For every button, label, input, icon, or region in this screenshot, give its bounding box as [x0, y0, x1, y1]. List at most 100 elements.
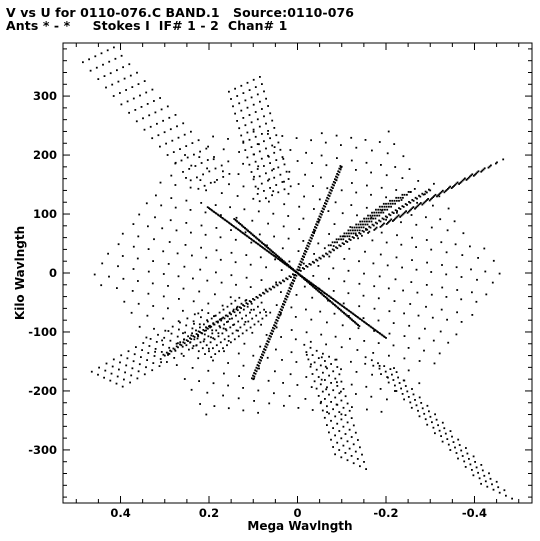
- uv-point: [248, 231, 251, 233]
- uv-point: [103, 376, 105, 379]
- uv-point: [254, 369, 257, 372]
- uv-point: [386, 398, 388, 401]
- uv-point: [135, 346, 137, 348]
- uv-point: [112, 95, 115, 97]
- uv-point: [386, 152, 389, 155]
- uv-point: [366, 323, 368, 325]
- uv-point: [212, 359, 214, 362]
- uv-point: [251, 377, 253, 380]
- uv-point: [410, 214, 413, 216]
- uv-point: [131, 367, 134, 370]
- uv-point: [309, 240, 312, 243]
- uv-point: [102, 63, 104, 66]
- uv-point: [389, 368, 392, 370]
- uv-point: [397, 196, 400, 199]
- uv-point: [320, 213, 323, 216]
- uv-point: [334, 181, 336, 184]
- uv-point: [317, 395, 320, 397]
- uv-point: [253, 323, 256, 326]
- uv-point: [112, 358, 115, 361]
- uv-point: [340, 189, 343, 192]
- uv-point: [171, 325, 174, 328]
- uv-point: [349, 229, 352, 232]
- uv-point: [385, 196, 387, 199]
- uv-point: [276, 254, 279, 257]
- uv-point: [287, 293, 290, 296]
- uv-point: [317, 357, 320, 359]
- uv-point: [313, 253, 315, 255]
- uv-point: [248, 89, 251, 91]
- uv-point: [310, 234, 313, 236]
- uv-point: [456, 181, 459, 184]
- uv-point: [116, 375, 119, 378]
- uv-point: [299, 270, 302, 272]
- uv-point: [307, 281, 310, 284]
- uv-point: [323, 295, 325, 297]
- uv-point: [305, 351, 308, 353]
- uv-point: [145, 202, 148, 205]
- uv-point: [257, 243, 260, 246]
- uv-point: [353, 226, 356, 229]
- uv-point: [168, 346, 171, 349]
- uv-point: [332, 408, 334, 411]
- uv-point: [319, 364, 322, 367]
- uv-point: [325, 199, 327, 202]
- uv-point: [477, 257, 479, 259]
- uv-point: [147, 248, 150, 250]
- uv-point: [199, 331, 201, 333]
- uv-point: [344, 433, 347, 435]
- uv-point: [314, 229, 317, 232]
- uv-point: [332, 298, 335, 301]
- uv-point: [356, 229, 359, 232]
- uv-point: [230, 229, 232, 231]
- uv-point: [137, 370, 140, 373]
- uv-point: [332, 181, 335, 183]
- uv-point: [392, 322, 395, 324]
- uv-point: [460, 276, 463, 278]
- uv-point: [237, 335, 240, 338]
- uv-point: [335, 238, 338, 241]
- uv-point: [317, 218, 320, 220]
- uv-point: [287, 178, 290, 180]
- uv-point: [326, 297, 328, 300]
- uv-point: [243, 305, 246, 307]
- uv-point: [329, 192, 332, 195]
- uv-point: [290, 281, 293, 284]
- uv-point: [481, 169, 484, 172]
- uv-point: [320, 132, 323, 135]
- uv-point: [352, 320, 355, 323]
- uv-point: [336, 385, 339, 387]
- uv-point: [357, 316, 359, 319]
- uv-point: [302, 240, 305, 242]
- uv-point: [267, 379, 270, 382]
- uv-point: [370, 359, 373, 362]
- uv-point: [254, 236, 257, 239]
- uv-point: [183, 342, 186, 345]
- uv-point: [408, 201, 410, 203]
- uv-point: [222, 327, 225, 330]
- uv-point: [460, 321, 463, 323]
- uv-point: [281, 156, 284, 158]
- uv-point: [371, 239, 374, 242]
- uv-point: [230, 302, 233, 305]
- uv-point: [250, 232, 252, 235]
- uv-point: [191, 332, 193, 335]
- uv-point: [221, 304, 224, 307]
- uv-point: [240, 302, 243, 305]
- uv-point: [290, 306, 293, 309]
- uv-point: [405, 210, 407, 213]
- uv-point: [336, 241, 338, 244]
- uv-point: [201, 309, 203, 312]
- uv-point: [252, 197, 255, 200]
- uv-point: [435, 418, 438, 421]
- uv-point: [317, 376, 320, 378]
- uv-point: [330, 382, 332, 384]
- uv-point: [90, 370, 93, 373]
- uv-point: [126, 357, 129, 360]
- uv-point: [243, 323, 246, 326]
- uv-point: [452, 186, 454, 188]
- uv-point: [97, 78, 100, 80]
- uv-point: [323, 247, 326, 250]
- uv-point: [362, 226, 365, 229]
